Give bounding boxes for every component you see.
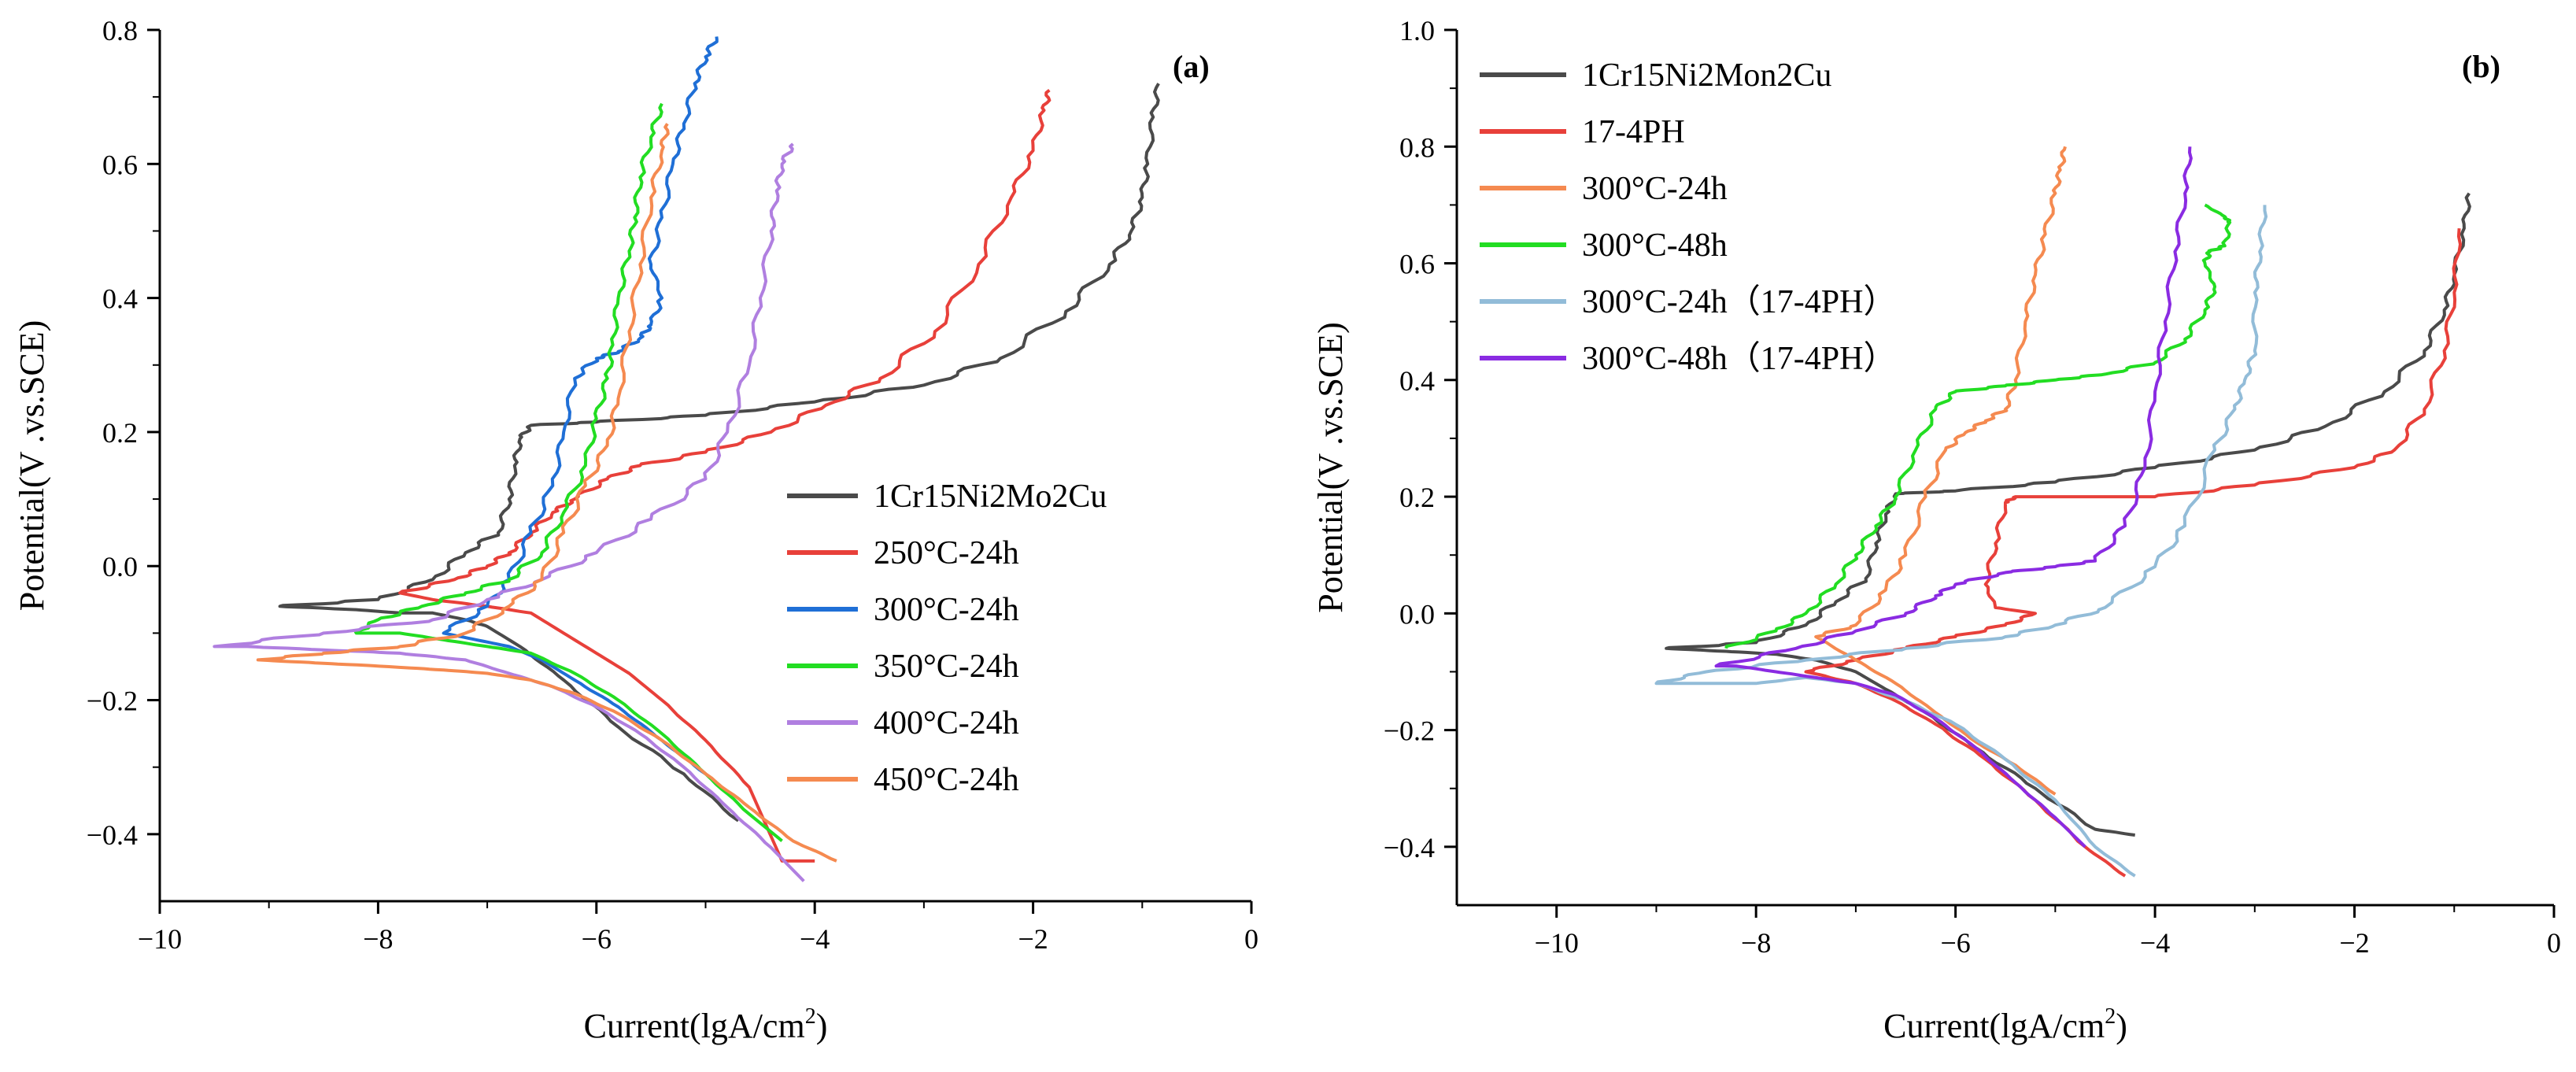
x-axis-title: Current(lgA/cm2)	[584, 1004, 828, 1045]
y-tick-label: 0.0	[1399, 598, 1435, 630]
x-axis-title: Current(lgA/cm2)	[1883, 1004, 2127, 1045]
legend-label: 1Cr15Ni2Mo2Cu	[874, 479, 1107, 515]
y-tick-label: 0.6	[1399, 249, 1435, 280]
y-tick-label: 0.8	[102, 15, 138, 46]
y-tick-label: −0.2	[87, 686, 138, 717]
series-line-2	[1804, 227, 2462, 878]
legend-label: 300°C-24h	[874, 592, 1019, 628]
y-tick-label: 0.6	[102, 149, 138, 180]
y-tick-label: −0.2	[1384, 715, 1435, 747]
series-line-5	[1654, 205, 2268, 878]
x-tick-label: 0	[1244, 923, 1258, 955]
legend-label: 300°C-48h	[1582, 227, 1728, 264]
y-tick-label: −0.4	[1384, 832, 1435, 863]
y-tick-label: 0.4	[102, 283, 138, 315]
x-tick-label: −10	[1535, 927, 1579, 959]
y-tick-label: −0.4	[87, 819, 138, 851]
legend-label: 350°C-24h	[874, 649, 1019, 685]
panel-a: −10 −8 −6 −4 −2 0 −0.4 −0.2 0.0 0.2 0.4 0.6 0.8 Curre…	[13, 15, 1258, 1045]
legend-label: 250°C-24h	[874, 535, 1019, 571]
legend-label: 1Cr15Ni2Mon2Cu	[1582, 57, 1831, 94]
legend-label: 17-4PH	[1582, 114, 1685, 150]
x-tick-label: −4	[800, 923, 830, 955]
y-tick-label: 1.0	[1399, 15, 1435, 46]
y-axis-title: Potential(V .vs.SCE)	[13, 320, 51, 612]
x-tick-label: −2	[2339, 927, 2369, 959]
series-group	[213, 36, 1160, 882]
series-line-4	[353, 102, 783, 842]
series-line-4	[1724, 203, 2232, 649]
series-line-3	[1814, 146, 2067, 796]
panel-label: (b)	[2462, 49, 2500, 84]
y-tick-label: 0.4	[1399, 365, 1435, 397]
legend-label: 300°C-24h（17-4PH）	[1582, 284, 1896, 320]
x-tick-label: −6	[1940, 927, 1970, 959]
y-tick-label: 0.8	[1399, 131, 1435, 163]
x-tick-label: −10	[138, 923, 182, 955]
legend-label: 300°C-48h（17-4PH）	[1582, 341, 1896, 377]
series-line-5	[213, 142, 805, 882]
x-tick-label: −8	[363, 923, 393, 955]
series-line-2	[398, 89, 1051, 863]
y-tick-label: 0.2	[1399, 482, 1435, 513]
series-line-6	[256, 123, 837, 863]
y-tick-label: 0.2	[102, 417, 138, 449]
x-tick-label: −8	[1741, 927, 1771, 959]
legend: 1Cr15Ni2Mo2Cu 250°C-24h 300°C-24h 350°C-24h…	[787, 479, 1107, 798]
legend-label: 300°C-24h	[1582, 171, 1728, 207]
x-tick-label: −2	[1018, 923, 1048, 955]
x-tick-label: 0	[2547, 927, 2561, 959]
panel-label: (a)	[1173, 49, 1210, 84]
y-axis-title: Potential(V .vs.SCE)	[1311, 322, 1350, 613]
series-line-3	[442, 36, 719, 775]
y-tick-label: 0.0	[102, 551, 138, 582]
legend-label: 450°C-24h	[874, 762, 1019, 798]
legend-label: 400°C-24h	[874, 705, 1019, 741]
series-line-1	[278, 83, 1160, 822]
x-tick-label: −4	[2140, 927, 2170, 959]
x-tick-label: −6	[582, 923, 612, 955]
series-line-6	[1714, 146, 2193, 848]
series-group	[1654, 146, 2471, 878]
panel-b: −10 −8 −6 −4 −2 0 −0.4 −0.2 0.0 0.2 0.4 0.6 0.8 1.0 Cu…	[1311, 15, 2561, 1045]
legend: 1Cr15Ni2Mon2Cu 17-4PH 300°C-24h 300°C-48h 30…	[1480, 57, 1896, 377]
